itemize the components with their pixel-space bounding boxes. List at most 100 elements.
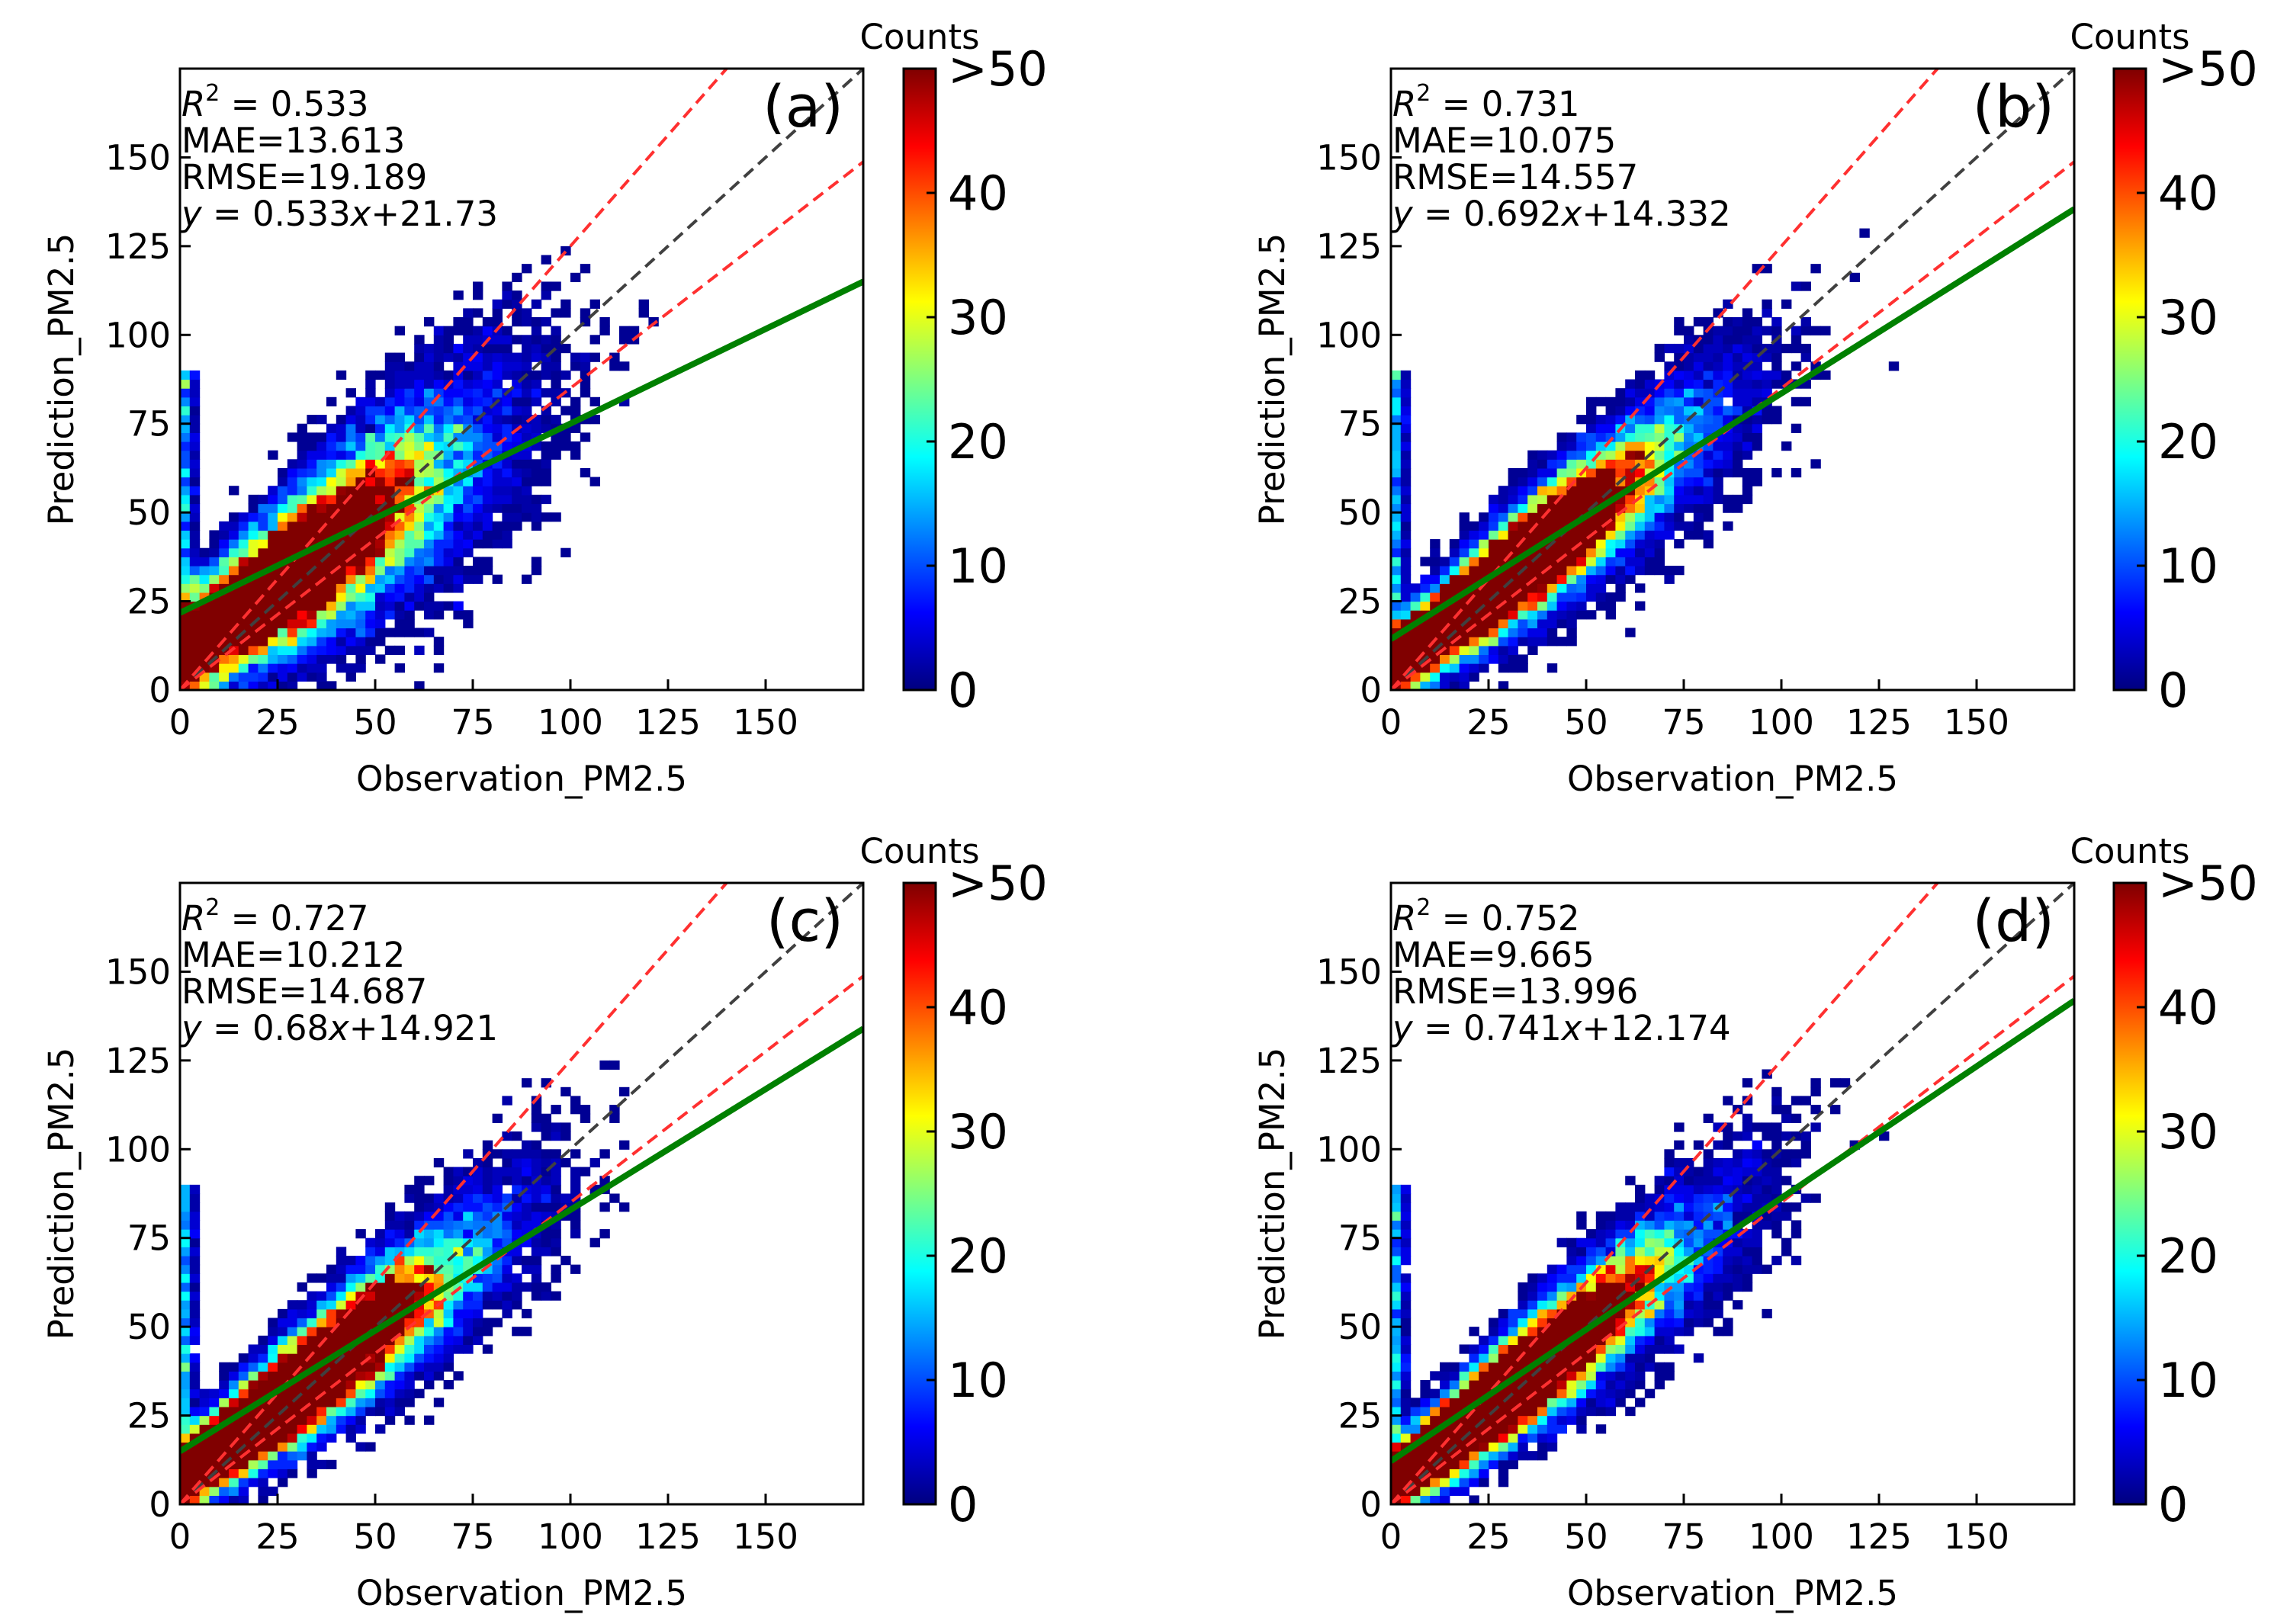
rmse-stat: RMSE=14.557 [1392,157,1638,197]
x-tick-label: 50 [353,702,397,743]
colorbar-tick-label: >50 [948,41,1048,97]
axes-frame [178,881,865,1506]
y-tick-label: 100 [1316,1129,1382,1170]
one-to-one-line [180,69,863,690]
x-tick-label: 0 [169,702,191,743]
lower-error-bound-line [1391,974,2074,1504]
colorbar-title: Counts [2070,831,2189,871]
upper-error-bound-line [180,883,729,1504]
colorbar-gradient [904,883,936,1504]
y-tick-label: 75 [127,404,171,445]
axes-frame [1389,881,2076,1506]
x-axis-label: Observation_PM2.5 [356,759,687,799]
x-tick-label: 50 [1564,1516,1608,1557]
colorbar-tick-label: >50 [948,855,1048,911]
fit-line [1391,998,2074,1464]
lower-error-bound-line [1391,160,2074,690]
x-tick-label: 75 [1662,702,1705,743]
panel-label: (b) [1972,72,2054,140]
y-tick-label: 75 [127,1218,171,1259]
one-to-one-line [180,883,863,1504]
x-axis-label: Observation_PM2.5 [356,1573,687,1613]
y-tick-label: 50 [127,493,171,533]
colorbar-tick-label: 0 [2158,663,2188,718]
x-axis-label: Observation_PM2.5 [1567,1573,1898,1613]
y-tick-label: 25 [1338,1396,1382,1436]
x-tick-label: 100 [1749,702,1814,743]
colorbar-tick-label: 30 [948,1104,1008,1160]
fit-line [180,1025,863,1454]
lower-error-bound-line [180,974,863,1504]
colorbar-tick-label: >50 [2158,855,2258,911]
x-tick-label: 150 [1944,702,2009,743]
colorbar-tick-label: 10 [2158,538,2218,594]
y-tick-label: 150 [105,137,171,178]
colorbar-title: Counts [859,831,979,871]
fit-equation: y = 0.692x+14.332 [1391,194,1731,234]
y-tick-label: 0 [149,1484,171,1525]
panel-b: 0 25 50 75 100 125 1500255075100125150Observat… [1252,17,2258,799]
upper-error-bound-line [1391,69,1940,690]
colorbar-tick-label: 20 [948,414,1008,470]
colorbar-tick-label: 30 [948,290,1008,345]
colorbar-tick-label: 10 [948,538,1008,594]
mae-stat: MAE=10.075 [1392,120,1616,161]
y-tick-label: 125 [105,226,171,267]
colorbar-tick-label: 0 [2158,1477,2188,1533]
colorbar-gradient [904,69,936,690]
fit-equation: y = 0.741x+12.174 [1391,1008,1731,1048]
rmse-stat: RMSE=14.687 [181,971,427,1012]
colorbar-tick-label: 30 [2158,1104,2218,1160]
y-axis-label: Prediction_PM2.5 [1252,1048,1293,1340]
y-tick-label: 25 [127,582,171,622]
fit-line [1391,206,2074,642]
r2-stat: R2 = 0.727 [181,894,369,939]
mae-stat: MAE=9.665 [1392,935,1595,975]
x-tick-label: 75 [451,1516,494,1557]
colorbar-gradient [2114,883,2146,1504]
rmse-stat: RMSE=13.996 [1392,971,1638,1012]
density-heatmap [180,246,659,690]
y-tick-label: 50 [127,1307,171,1347]
r2-stat: R2 = 0.533 [181,80,369,124]
y-tick-label: 75 [1338,404,1382,445]
lower-error-bound-line [180,160,863,690]
one-to-one-line [1391,69,2074,690]
y-tick-label: 125 [1316,1041,1382,1081]
x-tick-label: 75 [1662,1516,1705,1557]
colorbar-gradient [2114,69,2146,690]
y-axis-label: Prediction_PM2.5 [1252,233,1293,526]
density-heatmap [180,1060,630,1504]
colorbar-tick-label: 10 [948,1353,1008,1408]
y-tick-label: 50 [1338,1307,1382,1347]
y-tick-label: 150 [105,952,171,992]
x-tick-label: 50 [353,1516,397,1557]
x-tick-label: 150 [733,702,798,743]
x-tick-label: 0 [1380,702,1402,743]
x-axis-label: Observation_PM2.5 [1567,759,1898,799]
colorbar-tick-label: 40 [948,165,1008,221]
axes-frame [1389,67,2076,692]
x-tick-label: 150 [1944,1516,2009,1557]
fit-equation: y = 0.68x+14.921 [180,1008,498,1048]
y-tick-label: 25 [1338,582,1382,622]
y-tick-label: 100 [105,1129,171,1170]
density-heatmap [1391,1069,1890,1504]
panel-label: (a) [763,72,843,140]
colorbar-tick-label: 10 [2158,1353,2218,1408]
x-tick-label: 25 [1466,702,1510,743]
x-tick-label: 25 [1466,1516,1510,1557]
colorbar-title: Counts [859,17,979,57]
colorbar-tick-label: 40 [2158,980,2218,1035]
r2-stat: R2 = 0.752 [1392,894,1580,939]
y-tick-label: 0 [1360,670,1382,711]
upper-error-bound-line [1391,883,1940,1504]
x-tick-label: 125 [635,1516,701,1557]
colorbar-tick-label: 20 [2158,1228,2218,1284]
x-tick-label: 50 [1564,702,1608,743]
y-tick-label: 150 [1316,952,1382,992]
